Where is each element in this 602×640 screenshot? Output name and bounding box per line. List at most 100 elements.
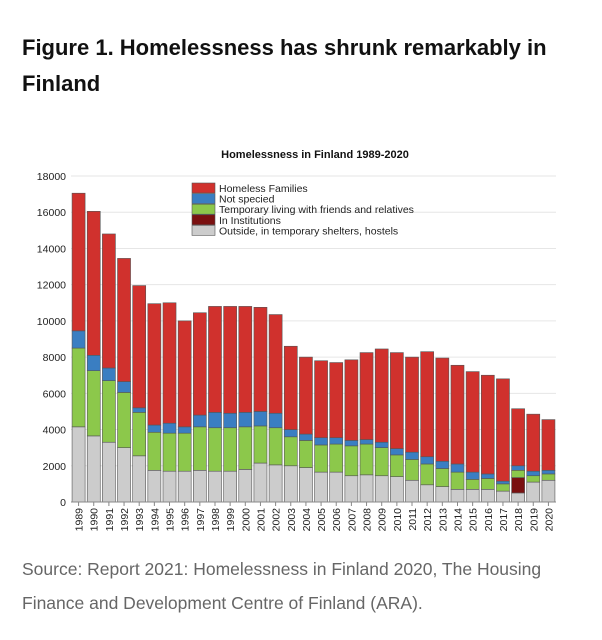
- x-tick-label: 2011: [407, 508, 419, 531]
- legend-label: Not specied: [219, 194, 275, 206]
- y-tick-label: 0: [60, 497, 66, 509]
- x-tick-label: 1997: [195, 508, 207, 532]
- bar-segment-2017-2: [496, 483, 510, 492]
- x-tick-label: 2018: [513, 508, 525, 532]
- bar-segment-2019-2: [526, 475, 541, 483]
- legend-label: In Institutions: [219, 215, 281, 227]
- bar-segment-2017-4: [496, 378, 510, 482]
- y-tick-label: 6000: [43, 388, 67, 400]
- chart-title: Homelessness in Finland 1989-2020: [221, 149, 409, 161]
- x-tick-label: 2008: [362, 508, 374, 532]
- y-tick-label: 10000: [37, 316, 66, 328]
- bar-segment-2008-4: [359, 352, 374, 440]
- bar-segment-2012-2: [420, 463, 434, 486]
- bar-segment-1999-3: [223, 412, 237, 429]
- bar-segment-2004-4: [299, 356, 313, 435]
- bar-segment-1989-3: [71, 330, 86, 349]
- bar-segment-2018-3: [511, 465, 525, 471]
- bar-segment-2016-3: [480, 473, 495, 479]
- bar-segment-2009-4: [374, 348, 389, 443]
- bar-segment-2012-3: [420, 456, 434, 465]
- bar-segment-2007-4: [344, 359, 359, 441]
- bar-segment-2017-3: [496, 480, 510, 485]
- x-tick-label: 2010: [392, 508, 404, 532]
- bar-segment-2007-0: [344, 475, 359, 503]
- bar-segment-2003-0: [283, 465, 298, 503]
- bar-segment-1997-0: [193, 470, 207, 503]
- bar-segment-1996-4: [177, 320, 192, 428]
- legend-label: Temporary living with friends and relati…: [219, 204, 414, 216]
- bar-segment-2018-2: [511, 470, 525, 478]
- x-tick-label: 2019: [528, 508, 540, 532]
- bar-segment-1992-4: [117, 258, 131, 382]
- bar-segment-2020-3: [541, 470, 556, 475]
- x-tick-label: 2006: [331, 508, 343, 532]
- bar-segment-2014-3: [450, 463, 465, 473]
- y-tick-label: 8000: [43, 352, 67, 364]
- bar-segment-2014-0: [450, 489, 465, 503]
- bar-segment-1993-4: [132, 285, 147, 409]
- bar-segment-2012-4: [420, 351, 434, 458]
- bar-segment-2013-2: [435, 468, 450, 487]
- bar-segment-1998-3: [208, 412, 222, 429]
- bar-segment-2003-4: [283, 345, 298, 430]
- bar-segment-1996-2: [177, 432, 192, 472]
- bar-segment-2017-0: [496, 490, 510, 503]
- x-tick-label: 1994: [149, 508, 161, 532]
- bar-segment-2019-4: [526, 413, 541, 472]
- bar-segment-2018-4: [511, 408, 525, 467]
- bar-segment-2000-4: [238, 306, 253, 413]
- bar-segment-2012-0: [420, 484, 434, 503]
- x-tick-label: 2015: [468, 508, 480, 532]
- y-tick-label: 18000: [37, 171, 66, 183]
- x-tick-label: 1991: [104, 508, 116, 532]
- legend-label: Outside, in temporary shelters, hostels: [219, 225, 398, 237]
- bar-segment-2018-1: [511, 477, 525, 494]
- x-tick-label: 2014: [452, 508, 464, 532]
- bar-segment-2001-3: [253, 411, 268, 427]
- bar-segment-1998-4: [208, 306, 222, 413]
- bar-segment-2007-3: [344, 440, 359, 447]
- bar-segment-1993-2: [132, 412, 147, 457]
- bar-segment-1997-4: [193, 312, 207, 416]
- bar-segment-2020-2: [541, 473, 556, 481]
- x-tick-label: 2004: [301, 508, 313, 532]
- bar-segment-1995-2: [162, 432, 177, 472]
- legend-swatch: [191, 182, 216, 194]
- bar-segment-2008-3: [359, 439, 374, 445]
- bar-segment-1996-3: [177, 426, 192, 434]
- source-caption: Source: Report 2021: Homelessness in Fin…: [22, 559, 542, 613]
- bar-segment-2001-2: [253, 425, 268, 464]
- bar-segment-1999-0: [223, 470, 237, 503]
- bar-segment-2016-4: [480, 374, 495, 475]
- bar-segment-2013-4: [435, 357, 450, 462]
- x-tick-label: 2005: [316, 508, 328, 532]
- x-tick-label: 2000: [240, 508, 252, 532]
- bar-segment-2011-2: [405, 459, 419, 481]
- bar-segment-1991-4: [102, 233, 116, 369]
- bar-segment-1990-3: [86, 355, 101, 371]
- x-tick-label: 1992: [119, 508, 131, 532]
- bar-segment-2015-0: [465, 489, 480, 503]
- bar-segment-2016-2: [480, 478, 495, 490]
- bar-segment-2001-0: [253, 462, 268, 503]
- bar-segment-2006-2: [329, 443, 344, 473]
- bar-segment-2004-3: [299, 433, 313, 441]
- bar-segment-1998-2: [208, 427, 222, 472]
- x-tick-label: 2020: [543, 508, 555, 532]
- bar-segment-2015-4: [465, 371, 480, 473]
- legend-swatch: [191, 214, 216, 226]
- bar-segment-1999-2: [223, 427, 237, 472]
- bar-segment-2005-0: [314, 471, 328, 503]
- x-tick-label: 2013: [437, 508, 449, 532]
- y-tick-label: 14000: [37, 243, 66, 255]
- x-tick-label: 2003: [286, 508, 298, 532]
- x-tick-label: 1995: [165, 508, 177, 532]
- bar-segment-2001-4: [253, 307, 268, 412]
- y-tick-label: 16000: [37, 207, 66, 219]
- bar-segment-1994-4: [147, 303, 162, 426]
- bar-segment-2002-3: [268, 412, 283, 429]
- bar-segment-1989-2: [71, 347, 86, 428]
- x-tick-label: 2007: [346, 508, 358, 532]
- bar-segment-2006-0: [329, 471, 344, 503]
